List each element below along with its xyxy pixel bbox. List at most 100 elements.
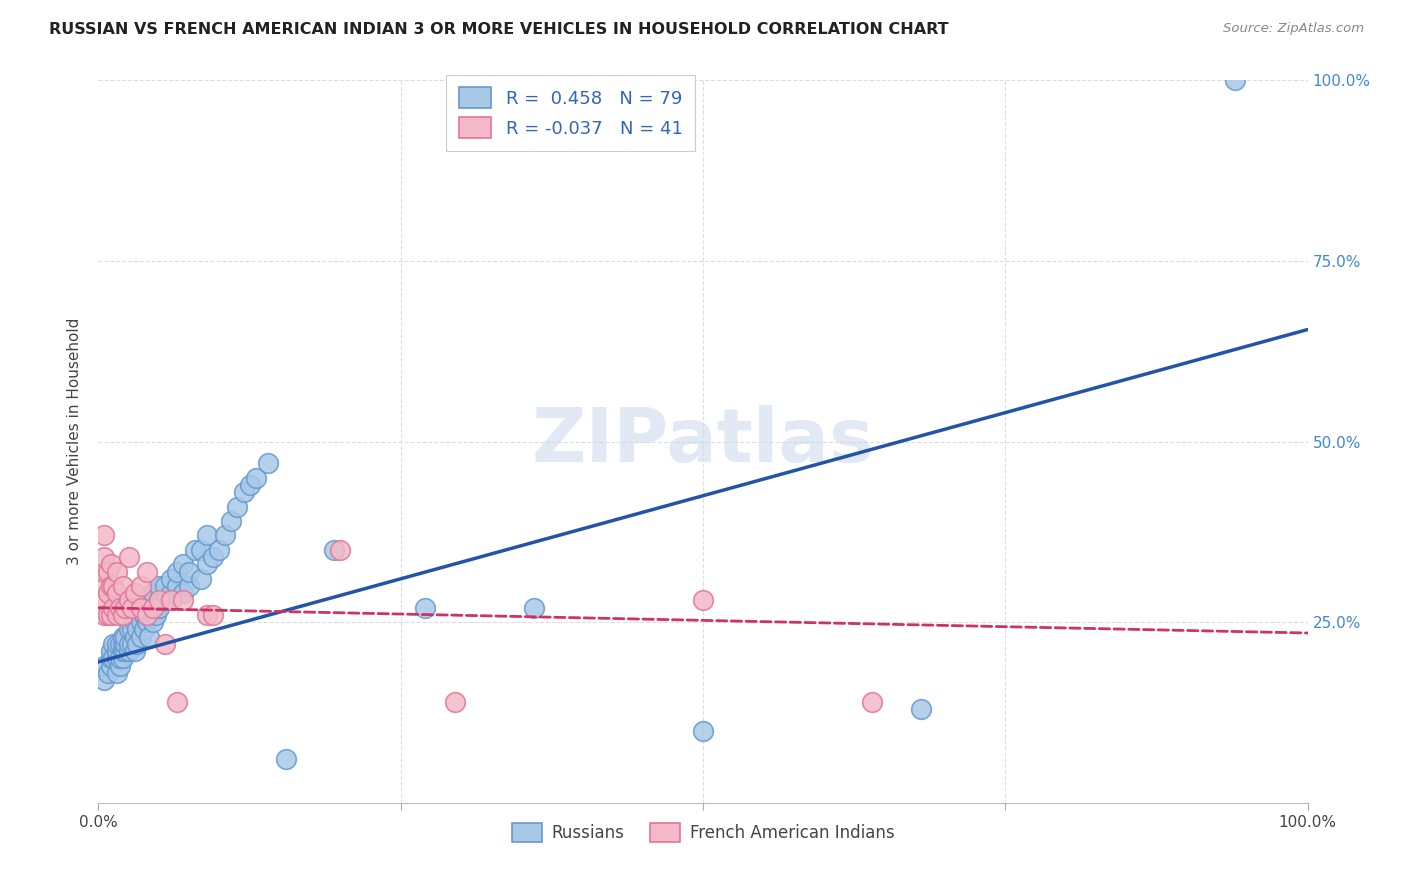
Point xyxy=(108,651,131,665)
Text: ZIPatlas: ZIPatlas xyxy=(531,405,875,478)
Point xyxy=(93,579,115,593)
Point xyxy=(172,558,194,572)
Point xyxy=(100,607,122,622)
Point xyxy=(121,623,143,637)
Point xyxy=(226,500,249,514)
Point xyxy=(108,600,131,615)
Point xyxy=(100,579,122,593)
Point xyxy=(195,558,218,572)
Point xyxy=(134,607,156,622)
Point xyxy=(114,600,136,615)
Point xyxy=(97,607,120,622)
Point xyxy=(135,615,157,630)
Point xyxy=(111,644,134,658)
Point xyxy=(118,637,141,651)
Point xyxy=(692,723,714,738)
Text: RUSSIAN VS FRENCH AMERICAN INDIAN 3 OR MORE VEHICLES IN HOUSEHOLD CORRELATION CH: RUSSIAN VS FRENCH AMERICAN INDIAN 3 OR M… xyxy=(49,22,949,37)
Point xyxy=(129,600,152,615)
Point xyxy=(239,478,262,492)
Point xyxy=(100,558,122,572)
Point xyxy=(114,630,136,644)
Point xyxy=(93,673,115,687)
Point xyxy=(105,665,128,680)
Point xyxy=(153,579,176,593)
Point xyxy=(214,528,236,542)
Point xyxy=(692,593,714,607)
Point xyxy=(124,586,146,600)
Point xyxy=(245,470,267,484)
Point xyxy=(195,528,218,542)
Point xyxy=(100,644,122,658)
Point xyxy=(153,593,176,607)
Point xyxy=(208,542,231,557)
Point xyxy=(153,637,176,651)
Point xyxy=(135,593,157,607)
Point xyxy=(129,579,152,593)
Point xyxy=(127,637,149,651)
Point xyxy=(274,752,297,766)
Point xyxy=(142,615,165,630)
Point xyxy=(142,600,165,615)
Point xyxy=(121,637,143,651)
Point xyxy=(134,623,156,637)
Point xyxy=(118,623,141,637)
Point xyxy=(329,542,352,557)
Point xyxy=(179,579,201,593)
Point xyxy=(148,579,170,593)
Point xyxy=(93,607,115,622)
Point xyxy=(129,600,152,615)
Point xyxy=(105,651,128,665)
Point xyxy=(108,658,131,673)
Point xyxy=(97,586,120,600)
Point xyxy=(135,565,157,579)
Point xyxy=(93,550,115,565)
Point xyxy=(138,630,160,644)
Point xyxy=(127,623,149,637)
Point xyxy=(111,630,134,644)
Point xyxy=(93,658,115,673)
Point xyxy=(232,485,254,500)
Y-axis label: 3 or more Vehicles in Household: 3 or more Vehicles in Household xyxy=(67,318,83,566)
Point xyxy=(105,607,128,622)
Point xyxy=(910,702,932,716)
Point xyxy=(105,565,128,579)
Point xyxy=(124,615,146,630)
Point xyxy=(190,542,212,557)
Point xyxy=(114,637,136,651)
Point xyxy=(105,586,128,600)
Point xyxy=(195,607,218,622)
Point xyxy=(97,665,120,680)
Point xyxy=(160,593,183,607)
Point xyxy=(101,651,124,665)
Point xyxy=(124,644,146,658)
Point xyxy=(148,600,170,615)
Legend: Russians, French American Indians: Russians, French American Indians xyxy=(505,816,901,848)
Point xyxy=(124,630,146,644)
Point xyxy=(138,607,160,622)
Point xyxy=(860,695,883,709)
Point xyxy=(444,695,467,709)
Point xyxy=(202,607,225,622)
Point xyxy=(111,651,134,665)
Point xyxy=(108,637,131,651)
Point xyxy=(93,565,115,579)
Point xyxy=(166,695,188,709)
Point xyxy=(148,593,170,607)
Point xyxy=(160,586,183,600)
Point xyxy=(118,593,141,607)
Point xyxy=(160,572,183,586)
Point xyxy=(101,637,124,651)
Point xyxy=(172,586,194,600)
Point xyxy=(118,550,141,565)
Point xyxy=(93,528,115,542)
Point xyxy=(97,565,120,579)
Point xyxy=(413,600,436,615)
Point xyxy=(129,630,152,644)
Point xyxy=(111,579,134,593)
Point xyxy=(135,607,157,622)
Point xyxy=(135,607,157,622)
Point xyxy=(105,637,128,651)
Point xyxy=(101,579,124,593)
Point xyxy=(93,593,115,607)
Point xyxy=(111,607,134,622)
